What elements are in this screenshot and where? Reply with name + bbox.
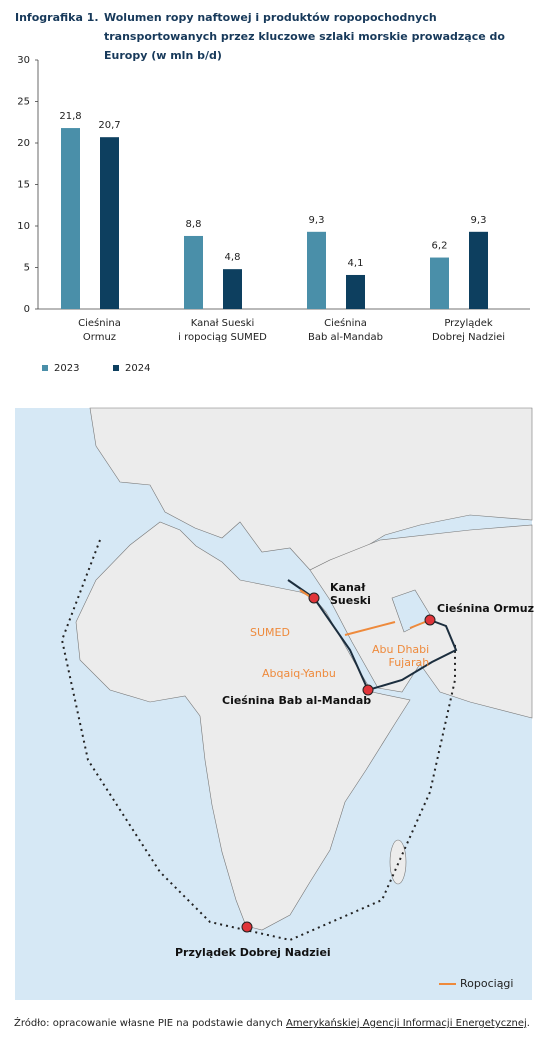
x-tick-label: Przylądek Dobrej Nadziei <box>431 318 506 343</box>
bar <box>184 235 203 309</box>
x-tick-label: Kanał Sueski i ropociąg SUMED <box>178 318 267 343</box>
suez-route <box>287 579 458 692</box>
y-tick-label: 15 <box>17 180 30 191</box>
y-tick-label: 5 <box>24 263 30 274</box>
legend-swatch <box>42 365 48 371</box>
chart-label: Infografika 1. <box>15 11 99 24</box>
value-label: 6,2 <box>432 241 448 252</box>
bar <box>100 137 119 309</box>
map-label: SUMED <box>250 626 290 639</box>
map-label: Abqaiq-Yanbu <box>262 667 336 680</box>
source-link: Amerykańskiej Agencji Informacji Energet… <box>286 1018 527 1029</box>
x-tick-label: Cieśnina Bab al-Mandab <box>308 318 383 343</box>
bab-point <box>362 684 374 696</box>
hormuz-point <box>424 614 436 626</box>
map <box>15 407 533 1000</box>
bar <box>346 274 365 309</box>
value-label: 21,8 <box>59 111 81 122</box>
source: Źródło: opracowanie własne PIE na podsta… <box>14 1018 530 1029</box>
y-tick-label: 20 <box>17 138 30 149</box>
bar <box>223 269 242 309</box>
value-label: 9,3 <box>309 215 325 226</box>
legend-label: 2023 <box>54 363 79 374</box>
map-label: Przylądek Dobrej Nadziei <box>175 946 331 959</box>
bar <box>61 128 80 309</box>
europe <box>89 407 533 571</box>
value-label: 8,8 <box>186 219 202 230</box>
source-text: . <box>526 1018 530 1029</box>
map-label: Abu Dhabi Fujarah <box>372 643 430 669</box>
cape-point <box>241 921 253 933</box>
map-legend: Ropociągi <box>460 977 514 990</box>
legend-label: 2024 <box>125 363 150 374</box>
bar <box>469 231 488 309</box>
value-label: 4,1 <box>348 258 364 269</box>
y-tick-label: 30 <box>17 55 30 66</box>
x-tick-label: Cieśnina Ormuz <box>78 318 121 343</box>
source-text: Źródło: opracowanie własne PIE na podsta… <box>14 1018 287 1029</box>
africa <box>75 521 411 931</box>
map-label: Cieśnina Ormuz <box>437 602 535 615</box>
y-tick-label: 10 <box>17 221 30 232</box>
y-tick-label: 25 <box>17 97 30 108</box>
chart-title: Wolumen ropy naftowej i produktów ropopo… <box>104 11 505 62</box>
value-label: 9,3 <box>471 215 487 226</box>
legend-swatch <box>113 365 119 371</box>
bar <box>430 257 449 309</box>
map-label: Kanał Sueski <box>330 581 371 607</box>
value-label: 20,7 <box>98 120 120 131</box>
suez-point <box>308 592 320 604</box>
madagascar <box>389 839 407 885</box>
bar <box>307 231 326 309</box>
value-label: 4,8 <box>225 252 241 263</box>
map-label: Cieśnina Bab al-Mandab <box>222 694 372 707</box>
y-tick-label: 0 <box>24 304 30 315</box>
